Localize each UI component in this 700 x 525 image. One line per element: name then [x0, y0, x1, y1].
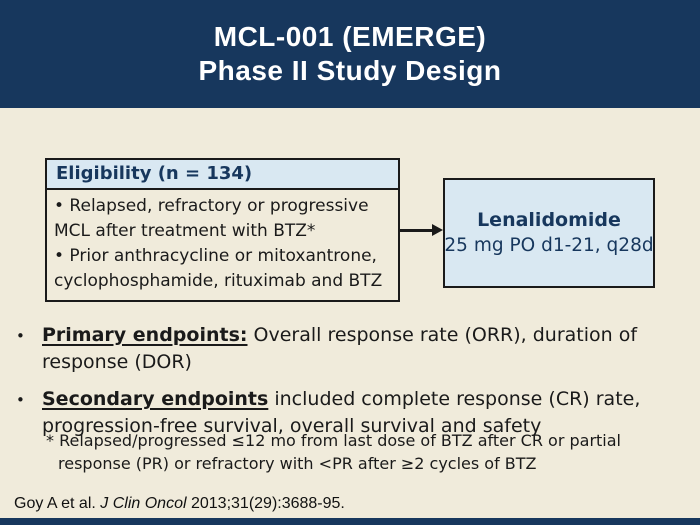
- citation-authors: Goy A et al.: [14, 495, 101, 512]
- bottom-accent-band: [0, 518, 700, 525]
- flow-arrow-head-icon: [432, 224, 443, 236]
- treatment-box: Lenalidomide 25 mg PO d1-21, q28d: [443, 178, 655, 288]
- secondary-endpoints-label: Secondary endpoints: [42, 388, 269, 410]
- eligibility-criteria-line: • Prior anthracycline or mitoxantrone,: [54, 246, 377, 266]
- bullet-icon: •: [16, 327, 25, 345]
- slide-title-line2: Phase II Study Design: [198, 55, 502, 86]
- secondary-endpoints-item: • Secondary endpoints included complete …: [15, 386, 690, 439]
- secondary-endpoints-text: included complete response (CR) rate,: [268, 388, 641, 410]
- footnote-line1: * Relapsed/progressed ≤12 mo from last d…: [46, 431, 621, 450]
- treatment-dosing: 25 mg PO d1-21, q28d: [444, 235, 654, 256]
- eligibility-box-body: • Relapsed, refractory or progressive MC…: [47, 190, 398, 300]
- eligibility-criteria-line: cyclophosphamide, rituximab and BTZ: [54, 271, 383, 291]
- bullet-icon: •: [16, 391, 25, 409]
- primary-endpoints-line2: response (DOR): [42, 350, 192, 373]
- primary-endpoints-item: • Primary endpoints: Overall response ra…: [15, 322, 690, 375]
- slide-title-band: MCL-001 (EMERGE) Phase II Study Design: [0, 0, 700, 108]
- citation-reference: 2013;31(29):3688-95.: [186, 495, 345, 512]
- slide-title-line1: MCL-001 (EMERGE): [213, 21, 487, 52]
- eligibility-box-header: Eligibility (n = 134): [47, 160, 398, 190]
- primary-endpoints-label: Primary endpoints:: [42, 324, 248, 346]
- eligibility-criteria-line: MCL after treatment with BTZ*: [54, 221, 316, 241]
- primary-endpoints-line1: Primary endpoints: Overall response rate…: [42, 322, 690, 349]
- flow-arrow-line: [400, 229, 434, 232]
- secondary-endpoints-line1: Secondary endpoints included complete re…: [42, 386, 690, 413]
- footnote-line2: response (PR) or refractory with <PR aft…: [58, 453, 537, 473]
- secondary-endpoints-line2: progression-free survival, overall survi…: [42, 414, 542, 437]
- eligibility-box: Eligibility (n = 134) • Relapsed, refrac…: [45, 158, 400, 302]
- treatment-drug-name: Lenalidomide: [477, 209, 621, 231]
- endpoints-list: • Primary endpoints: Overall response ra…: [15, 322, 690, 450]
- citation: Goy A et al. J Clin Oncol 2013;31(29):36…: [14, 495, 345, 513]
- primary-endpoints-text: Overall response rate (ORR), duration of: [247, 324, 638, 346]
- footnote: * Relapsed/progressed ≤12 mo from last d…: [46, 430, 621, 475]
- citation-journal: J Clin Oncol: [100, 495, 187, 512]
- eligibility-criteria-line: • Relapsed, refractory or progressive: [54, 196, 369, 216]
